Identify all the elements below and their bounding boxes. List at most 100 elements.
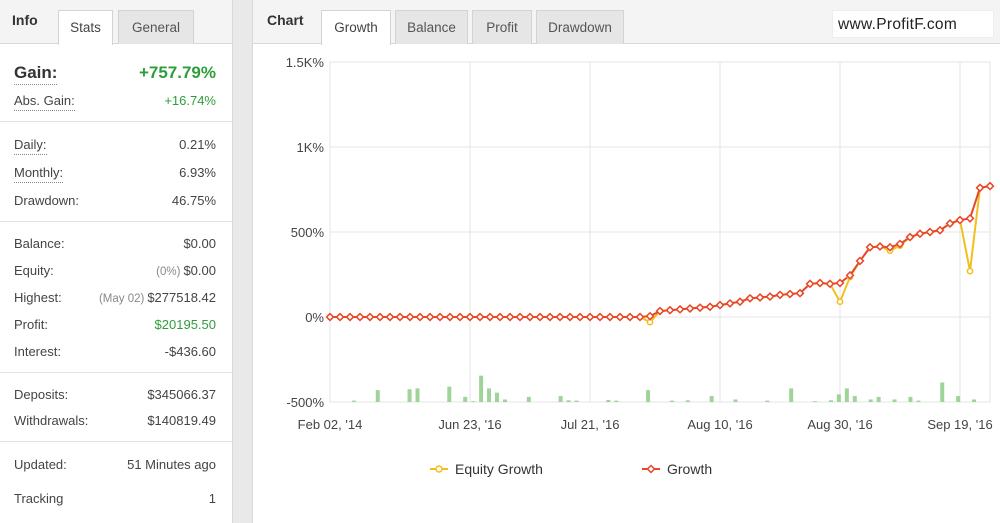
volume-bar <box>876 396 881 402</box>
drawdown-row: Drawdown: 46.75% <box>14 192 216 214</box>
gain-label[interactable]: Gain: <box>14 62 58 85</box>
growth-point <box>565 312 575 322</box>
growth-point <box>735 297 745 307</box>
growth-point <box>615 312 625 322</box>
growth-point <box>905 232 915 242</box>
growth-point <box>675 304 685 314</box>
tab-profit[interactable]: Profit <box>472 10 532 44</box>
monthly-row: Monthly: 6.93% <box>14 164 216 186</box>
growth-point <box>875 241 885 251</box>
growth-point <box>865 242 875 252</box>
balance-row: Balance: $0.00 <box>14 235 216 257</box>
growth-point <box>455 312 465 322</box>
growth-point <box>415 312 425 322</box>
y-tick-label: 500% <box>291 225 325 240</box>
growth-point <box>725 298 735 308</box>
growth-point <box>805 279 815 289</box>
equity-growth-line <box>330 185 991 324</box>
growth-point <box>465 312 475 322</box>
daily-label[interactable]: Daily: <box>14 136 47 155</box>
left-tab-bar: Info Stats General <box>0 0 232 45</box>
daily-value: 0.21% <box>179 137 216 152</box>
growth-point <box>815 278 825 288</box>
legend-growth-marker <box>646 464 656 474</box>
volume-bar <box>407 389 412 402</box>
tab-stats[interactable]: Stats <box>58 10 113 45</box>
growth-point <box>385 312 395 322</box>
x-tick-label: Jul 21, '16 <box>561 417 620 432</box>
abs-gain-label[interactable]: Abs. Gain: <box>14 92 75 111</box>
highest-label: Highest: <box>14 290 62 305</box>
tracking-label: Tracking <box>14 491 64 506</box>
y-tick-label: 1.5K% <box>286 55 325 70</box>
growth-point <box>545 312 555 322</box>
growth-point <box>345 312 355 322</box>
growth-point <box>775 290 785 300</box>
tab-drawdown[interactable]: Drawdown <box>536 10 624 44</box>
deposits-label: Deposits: <box>14 387 69 402</box>
growth-point <box>335 312 345 322</box>
stats-panel: Info Stats General Gain: +757.79% Abs. G… <box>0 0 233 523</box>
growth-point <box>425 312 435 322</box>
balance-label: Balance: <box>14 236 65 251</box>
growth-point <box>555 312 565 322</box>
growth-point <box>515 312 525 322</box>
growth-point <box>655 306 665 316</box>
equity-value: $0.00 <box>183 263 216 278</box>
tracking-value[interactable]: 1 <box>208 491 216 506</box>
tab-growth[interactable]: Growth <box>321 10 391 45</box>
growth-point <box>395 312 405 322</box>
growth-point <box>695 303 705 313</box>
volume-bar <box>972 399 977 402</box>
monthly-label[interactable]: Monthly: <box>14 164 64 183</box>
equity-point <box>966 267 974 275</box>
x-tick-label: Feb 02, '14 <box>298 417 363 432</box>
volume-bar <box>447 386 452 402</box>
abs-gain-row: Abs. Gain: +16.74% <box>14 92 216 114</box>
growth-point <box>365 312 375 322</box>
volume-bar <box>836 394 841 402</box>
equity-label: Equity: <box>14 263 54 278</box>
growth-point <box>625 312 635 322</box>
tab-general[interactable]: General <box>118 10 194 44</box>
equity-row: Equity: (0%) $0.00 <box>14 262 216 284</box>
growth-point <box>895 239 905 249</box>
balance-value: $0.00 <box>183 236 216 251</box>
y-tick-label: 1K% <box>297 140 325 155</box>
growth-point <box>795 288 805 298</box>
volume-bar <box>479 375 484 402</box>
volume-bar <box>351 400 356 402</box>
updated-row: Updated: 51 Minutes ago <box>14 456 216 478</box>
volume-bar <box>852 396 857 402</box>
tab-balance[interactable]: Balance <box>395 10 468 44</box>
daily-row: Daily: 0.21% <box>14 136 216 158</box>
deposits-row: Deposits: $345066.37 <box>14 386 216 408</box>
y-tick-label: 0% <box>305 310 324 325</box>
volume-bar <box>606 399 611 402</box>
withdrawals-value: $140819.49 <box>147 413 216 428</box>
volume-bar <box>908 396 913 402</box>
growth-point <box>665 305 675 315</box>
drawdown-value: 46.75% <box>171 193 216 208</box>
volume-bar <box>709 396 714 402</box>
growth-point <box>935 225 945 235</box>
highest-value: $277518.42 <box>147 290 216 305</box>
volume-bar <box>646 390 651 402</box>
watermark: www.ProfitF.com <box>832 10 994 38</box>
volume-bar <box>495 392 500 402</box>
volume-bar <box>487 388 492 402</box>
growth-point <box>595 312 605 322</box>
profit-row: Profit: $20195.50 <box>14 316 216 338</box>
volume-bar <box>916 400 921 402</box>
growth-point <box>435 312 445 322</box>
volume-bar <box>868 399 873 402</box>
updated-label: Updated: <box>14 457 67 472</box>
tracking-row: Tracking 1 <box>14 490 216 512</box>
profit-label: Profit: <box>14 317 48 332</box>
growth-point <box>605 312 615 322</box>
deposits-value: $345066.37 <box>147 387 216 402</box>
growth-point <box>485 312 495 322</box>
tab-info[interactable]: Info <box>12 12 38 28</box>
abs-gain-value: +16.74% <box>164 93 216 108</box>
volume-bar <box>892 399 897 402</box>
